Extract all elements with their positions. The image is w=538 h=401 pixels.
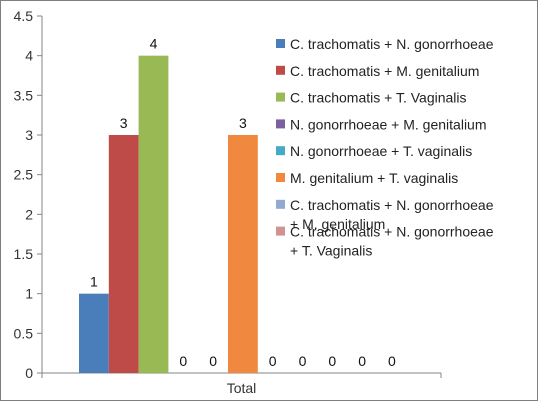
- data-label: 3: [120, 115, 128, 131]
- legend-swatch: [276, 226, 285, 236]
- legend-swatch: [276, 199, 285, 209]
- y-tick-label: 3: [25, 127, 33, 143]
- bar: [108, 135, 139, 373]
- data-label: 0: [328, 353, 336, 369]
- legend: C. trachomatis + N. gonorrhoeae C. tracho…: [276, 36, 494, 259]
- data-label: 0: [299, 353, 307, 369]
- y-tick-label: 2: [25, 206, 33, 222]
- y-tick-label: 1: [25, 286, 33, 302]
- data-label: 4: [150, 36, 158, 52]
- data-label: 3: [239, 115, 247, 131]
- legend-entry: C. trachomatis + M. genitalium: [290, 63, 479, 79]
- bar: [138, 55, 169, 374]
- bar: [79, 293, 109, 373]
- data-label: 0: [388, 353, 396, 369]
- y-tick-label: 1.5: [14, 246, 34, 262]
- legend-swatch: [276, 119, 285, 129]
- y-tick-label: 4.5: [14, 8, 34, 24]
- legend-entry: N. gonorrhoeae + T. vaginalis: [290, 143, 472, 159]
- y-tick-label: 3.5: [14, 87, 34, 103]
- data-label: 0: [209, 353, 217, 369]
- legend-entry: C. trachomatis + N. gonorrhoeae + T. Vagi…: [290, 224, 494, 259]
- y-tick-label: 0.5: [14, 325, 34, 341]
- legend-swatch: [276, 173, 285, 182]
- legend-swatch: [276, 65, 285, 75]
- legend-entry: C. trachomatis + N. gonorrhoeae + M. geni…: [290, 197, 494, 232]
- legend-swatch: [276, 146, 285, 156]
- data-label: 0: [358, 353, 366, 369]
- y-tick-label: 4: [25, 48, 33, 64]
- legend-entry: C. trachomatis + N. gonorrhoeae: [290, 36, 494, 52]
- axis-layer: 0 0.5 1 1.5 2 2.5 3 3.5 4 4.5 Total: [14, 8, 442, 396]
- y-tick-label: 0: [25, 365, 33, 381]
- x-tick-label: Total: [227, 380, 257, 396]
- data-label: 1: [90, 274, 98, 290]
- legend-swatch: [276, 92, 285, 102]
- bar: [228, 135, 258, 373]
- data-label-layer: 1 3 4 0 0 3 0 0 0 0 0: [90, 36, 396, 369]
- bar-layer: [79, 55, 258, 374]
- legend-entry: C. trachomatis + T. Vaginalis: [290, 90, 467, 106]
- legend-entry: M. genitalium + T. vaginalis: [290, 170, 458, 186]
- data-label: 0: [269, 353, 277, 369]
- y-tick-label: 2.5: [14, 167, 34, 183]
- data-label: 0: [179, 353, 187, 369]
- legend-swatch: [276, 39, 285, 48]
- legend-entry: N. gonorrhoeae + M. genitalium: [290, 116, 487, 132]
